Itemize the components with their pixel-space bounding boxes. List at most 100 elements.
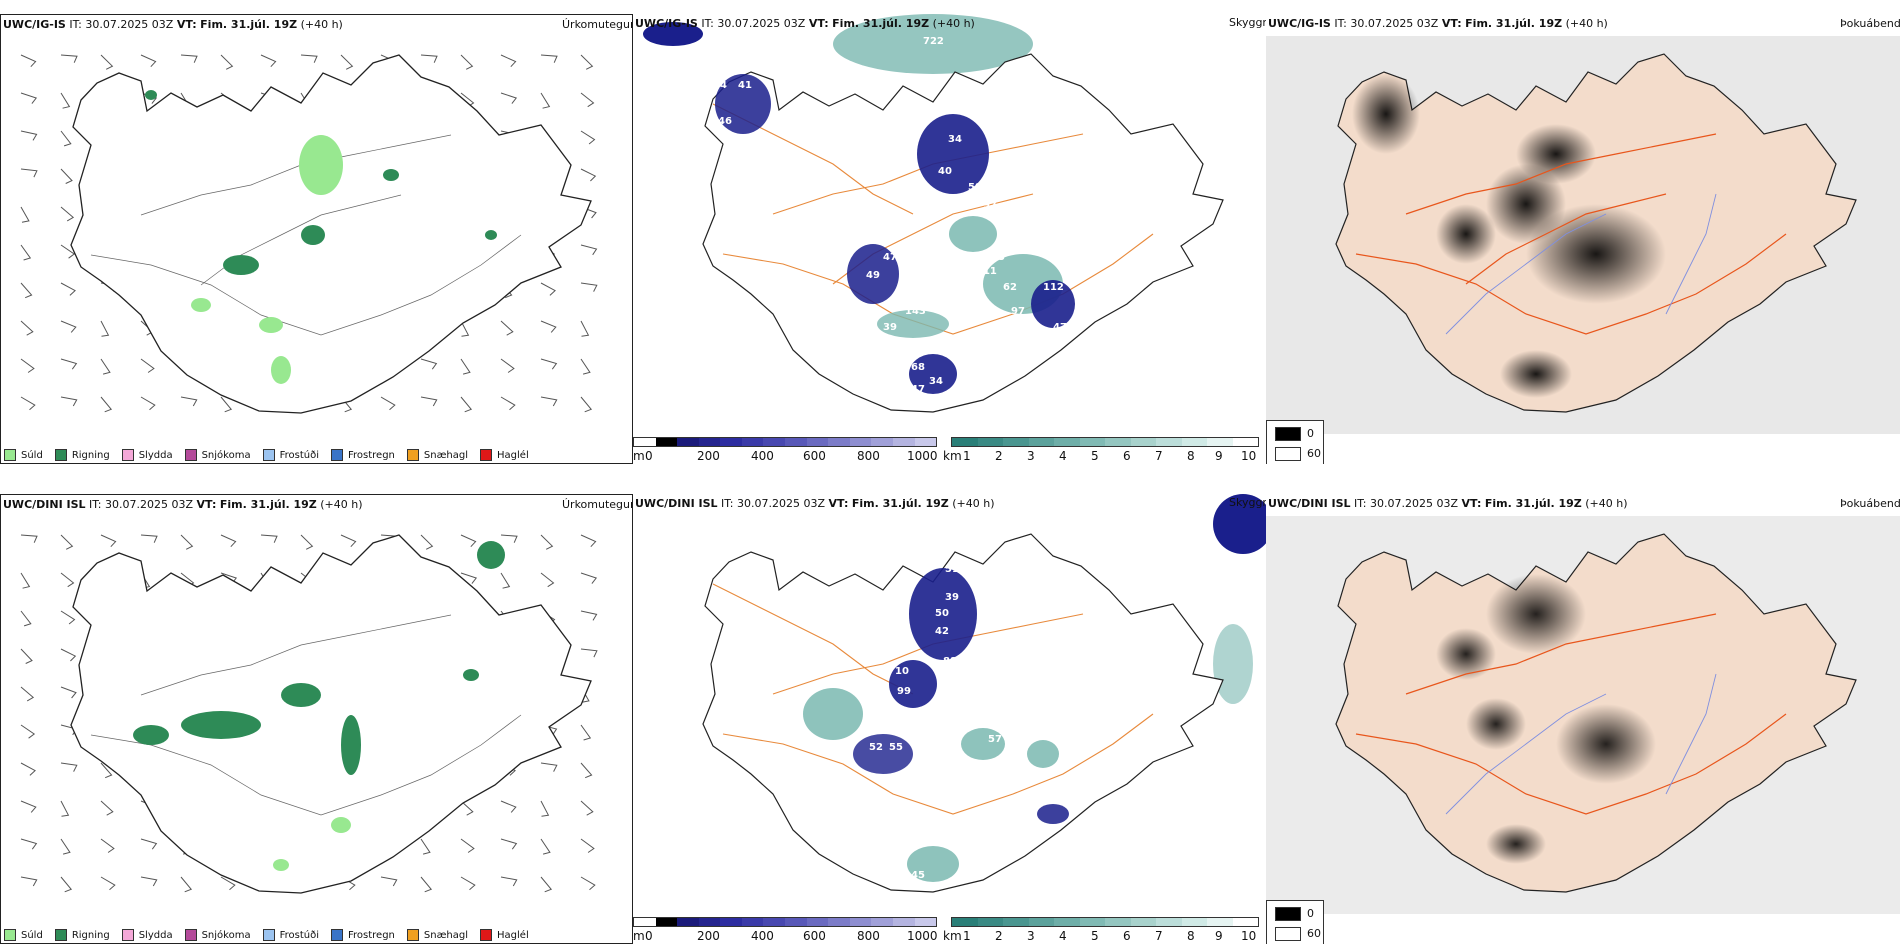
legend-item: Rigning [54, 929, 110, 941]
wind-barb [380, 396, 396, 411]
wind-barb [420, 396, 438, 407]
legend-swatch [54, 929, 67, 941]
wind-barb [580, 396, 593, 413]
colorbar-tick: 5 [1091, 929, 1099, 943]
map-value-label: 46 [718, 116, 732, 127]
wind-barb [580, 244, 598, 256]
map-value-label: 41 [738, 80, 752, 91]
wind-barb [500, 800, 517, 813]
colorbar-tick: 600 [803, 929, 826, 943]
visibility-colorbar: km 1 2 3 4 5 6 7 8 9 10 [943, 437, 1266, 464]
legend-item: Súld [4, 449, 43, 461]
colorbar-tick: 10 [1241, 449, 1257, 463]
wind-barb [100, 54, 114, 70]
wind-barb [20, 610, 32, 627]
map-value-label: 29 [1011, 744, 1025, 755]
wind-barb [20, 724, 36, 739]
wind-barb [20, 92, 38, 104]
wind-barb [540, 396, 558, 407]
wind-barb [60, 244, 76, 259]
wind-barb [60, 534, 74, 550]
wind-barb [180, 54, 198, 63]
map-value-label: 63 [895, 710, 909, 721]
wind-barb [460, 54, 474, 70]
vt-value: Fim. 31.júl. 19Z [832, 17, 930, 30]
it-value: 30.07.2025 03Z [717, 17, 806, 30]
panel-header: UWC/IG-IS IT: 30.07.2025 03Z VT: Fim. 31… [1268, 17, 1608, 30]
roads [1355, 133, 1787, 335]
it-label: IT: [89, 498, 102, 511]
colorbar-unit: m [633, 449, 645, 463]
model-name: UWC/IG-IS [1268, 17, 1331, 30]
roads [1355, 613, 1787, 815]
wind-barb [580, 800, 594, 816]
fog-panel-top: UWC/IG-IS IT: 30.07.2025 03Z VT: Fim. 31… [1266, 14, 1900, 464]
vt-label: VT: [828, 497, 849, 510]
wind-barb [20, 572, 31, 589]
wind-barb [100, 876, 116, 891]
legend-label: Frostregn [348, 449, 395, 461]
colorbar-tick: 8 [1187, 929, 1195, 943]
colorbar-strip [633, 437, 937, 447]
colorbar-tick: 8 [1187, 449, 1195, 463]
wind-barb [580, 92, 595, 108]
iceland-coastline [70, 54, 592, 414]
legend-swatch [480, 929, 493, 941]
map-value-label: 51 [945, 564, 959, 575]
colorbar-tick: 1 [963, 929, 971, 943]
legend-swatch [406, 929, 419, 941]
wind-barb [140, 534, 158, 543]
wind-barb [380, 876, 398, 887]
visibility-panel-top: UWC/IG-IS IT: 30.07.2025 03Z VT: Fim. 31… [633, 14, 1266, 464]
wind-barb [180, 396, 198, 407]
colorbar-tick: 0 [645, 929, 653, 943]
wind-barb [180, 534, 194, 550]
legend-label: Rigning [71, 929, 110, 941]
vt-value: Fim. 31.júl. 19Z [1484, 497, 1582, 510]
wind-barb [580, 610, 598, 621]
panel-title: Þokuábendi [1840, 17, 1900, 30]
fog-swatch [1275, 927, 1301, 941]
wind-barb [460, 876, 476, 891]
colorbar-tick: 1000 [907, 449, 938, 463]
legend-item: Haglél [480, 929, 529, 941]
wind-barb [340, 534, 357, 548]
wind-barb [20, 800, 37, 813]
fog-legend-label: 60 [1307, 927, 1321, 940]
legend-item: Snæhagl [406, 929, 468, 941]
wind-barb [100, 838, 115, 853]
wind-barb [220, 396, 233, 413]
visibility-colorbar: km 1 2 3 4 5 6 7 8 9 10 [943, 917, 1266, 944]
map-value-label: 17 [911, 760, 925, 771]
wind-barb [540, 92, 551, 109]
wind-barb [60, 572, 75, 588]
legend-label: Frostregn [348, 929, 395, 941]
map-value-label: 42 [935, 626, 949, 637]
wind-barb [300, 534, 314, 550]
map-value-label: 55 [889, 742, 903, 753]
map-value-label: 845 [948, 306, 969, 317]
wind-barb [140, 876, 158, 887]
legend-swatch [331, 449, 343, 461]
legend-label: Slydda [138, 929, 173, 941]
map-value-label: 68 [911, 362, 925, 373]
wind-barb [20, 168, 38, 178]
wind-barb [540, 358, 558, 370]
wind-barb [420, 876, 433, 893]
legend-item: Súld [4, 929, 43, 941]
map-value-label: 111 [976, 266, 997, 277]
vt-label: VT: [196, 498, 217, 511]
wind-barb [20, 206, 30, 223]
wind-barb [420, 534, 434, 550]
panel-header: UWC/DINI ISL IT: 30.07.2025 03Z VT: Fim.… [3, 498, 363, 511]
fog-legend: 0 60 [1266, 900, 1324, 944]
wind-barb [140, 396, 156, 411]
colorbar-tick: 3 [1027, 449, 1035, 463]
wind-barb [500, 876, 518, 887]
legend-item: Snjókoma [184, 929, 251, 941]
wind-barb [580, 54, 594, 70]
wind-barb [580, 762, 593, 779]
vt-label: VT: [1441, 17, 1462, 30]
legend-item: Frostúði [262, 929, 319, 941]
legend-item: Frostregn [331, 929, 395, 941]
